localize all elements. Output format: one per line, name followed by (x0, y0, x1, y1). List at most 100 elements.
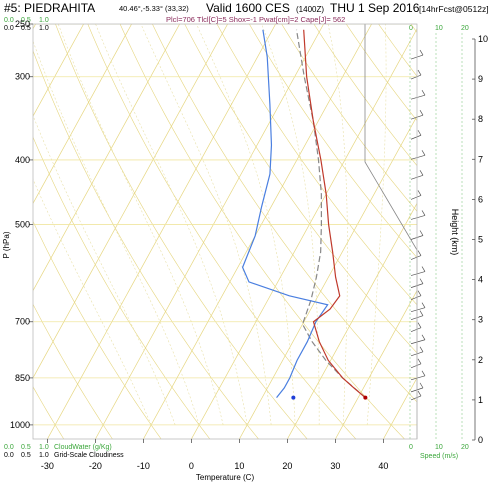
height-tick-label: 9 (478, 74, 483, 84)
valid-time: Valid 1600 CES (206, 1, 290, 15)
wind-barb (410, 295, 422, 300)
wind-barb-feather (419, 49, 424, 56)
x-tick-label: 0 (189, 461, 194, 471)
moist-adiabat-line (95, 24, 248, 425)
x-tick-label: -20 (89, 461, 102, 471)
valid-utc: (1400Z) (296, 5, 324, 14)
cloudwater-tick-1: 0.5 (21, 444, 31, 451)
cloudwater-tick-2: 1.0 (39, 444, 49, 451)
moist-adiabat-line (261, 24, 320, 425)
axes-layer: -30 -20 -10 0 10 20 30 402503004005007008501000… (10, 19, 488, 471)
moist-adiabat-line (33, 114, 176, 425)
wind-barb-feather (419, 310, 424, 316)
wind-barb (410, 339, 426, 345)
wind-barb-feather (417, 358, 422, 365)
height-axis-label: Height (km) (450, 209, 460, 256)
wind-barb-feather (421, 266, 426, 272)
isotherm-line (383, 377, 417, 439)
dry-adiabat-line (55, 24, 308, 439)
dry-adiabat-line (184, 24, 417, 354)
wind-barb (410, 154, 426, 160)
isotherm-line (33, 24, 84, 117)
dry-adiabat-line (33, 136, 211, 439)
p-tick-label: 250 (15, 19, 30, 29)
wind-speed-tick-2: 20 (461, 444, 469, 451)
wind-barb-feather (417, 130, 422, 136)
p-tick-label: 700 (15, 317, 30, 327)
wind-barb-feather (421, 89, 426, 96)
isotherm-line (47, 24, 276, 439)
dry-adiabat-line (152, 24, 417, 403)
dry-adiabat-line (119, 24, 405, 439)
wind-barb (410, 307, 426, 313)
wind-barb-feather (419, 170, 424, 176)
dry-adiabat-line (281, 24, 417, 212)
height-tick-label: 7 (478, 154, 483, 164)
p-tick-label: 1000 (10, 420, 30, 430)
dry-adiabat-line (33, 386, 65, 439)
plot-frame (32, 23, 418, 440)
isotherm-line (95, 24, 324, 439)
dry-adiabat-line (87, 24, 357, 439)
height-tick-label: 3 (478, 315, 483, 325)
panel-outline (364, 24, 418, 439)
p-tick-label: 300 (15, 72, 30, 82)
cloudwater-tick-0: 0.0 (4, 444, 14, 451)
height-tick-label: 10 (478, 34, 488, 44)
wind-barb (410, 255, 422, 260)
wind-barb-feather (419, 230, 424, 236)
height-tick-label: 1 (478, 395, 483, 405)
top-cloudiness-tick-1: 0.5 (21, 25, 31, 32)
top-wind-tick-2: 20 (461, 25, 469, 32)
dry-adiabat-line (33, 303, 113, 439)
wind-barb-feather (417, 390, 422, 397)
isotherm-line (239, 115, 417, 439)
dry-adiabat-line (378, 24, 417, 77)
top-wind-tick-0: 0 (409, 25, 413, 32)
wind-barb (410, 94, 426, 100)
cloudiness-tick-1: 0.5 (21, 452, 31, 459)
isotherm-line (431, 24, 500, 439)
wind-barb (410, 327, 422, 333)
isotherm-line (33, 24, 132, 205)
wind-barb-feather (419, 382, 424, 389)
cloudwater-label: CloudWater (g/Kg) (54, 444, 112, 451)
cloudiness-tick-0: 0.0 (4, 452, 14, 459)
wind-speed-tick-1: 10 (435, 444, 443, 451)
x-tick-label: 10 (234, 461, 244, 471)
top-cloudiness-tick-2: 1.0 (39, 25, 49, 32)
isotherm-line (191, 28, 417, 439)
wind-barb-feather (421, 370, 426, 377)
top-cloudiness-tick-0: 0.0 (4, 25, 14, 32)
dry-adiabat-line (216, 24, 417, 306)
top-wind-tick-1: 10 (435, 25, 443, 32)
top-cloudwater-tick-1: 0.5 (21, 17, 31, 24)
top-cloudwater-tick-0: 0.0 (4, 17, 14, 24)
moist-adiabat-line (140, 24, 272, 425)
height-tick-label: 2 (478, 355, 483, 365)
valid-date: THU 1 Sep 2016 (330, 1, 420, 15)
wind-barb-feather (417, 250, 422, 256)
isotherm-line (33, 24, 180, 292)
x-axis-label: Temperature (C) (196, 473, 255, 482)
wind-barb (410, 395, 422, 401)
dry-adiabat-line (249, 24, 417, 259)
wind-barb-feather (417, 290, 422, 296)
dry-adiabat-line (33, 220, 162, 439)
wind-speed-label: Speed (m/s) (420, 453, 458, 460)
moist-adiabat-line (366, 24, 387, 425)
wind-barb (410, 363, 422, 369)
stability-indices: Plcl=706 Tlcl[C]=5 Shox=-1 Pwat[cm]=2 Ca… (166, 15, 345, 24)
height-tick-label: 0 (478, 435, 483, 445)
forecast-info: [14hrFcst@0512z] (419, 4, 489, 14)
profiles-layer (241, 29, 368, 400)
moist-adiabat-line (196, 24, 296, 425)
background-lines (33, 24, 500, 439)
surface-dewpoint-marker (291, 395, 296, 400)
p-tick-label: 500 (15, 219, 30, 229)
wind-barb-feather (417, 322, 422, 328)
height-tick-label: 5 (478, 235, 483, 245)
wind-barb (410, 134, 422, 140)
height-tick-label: 6 (478, 194, 483, 204)
